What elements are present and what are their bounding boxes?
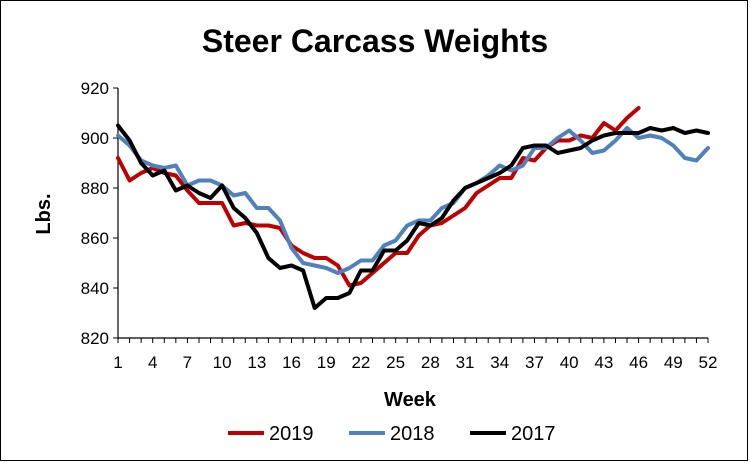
legend-label-2017: 2017	[511, 423, 556, 445]
x-tick-label: 25	[386, 353, 405, 372]
x-tick-label: 31	[456, 353, 475, 372]
legend-label-2018: 2018	[390, 423, 435, 445]
x-tick-label: 22	[351, 353, 370, 372]
x-tick-label: 28	[421, 353, 440, 372]
y-tick-label: 840	[81, 279, 109, 298]
chart-title: Steer Carcass Weights	[202, 23, 548, 59]
y-tick-label: 920	[81, 79, 109, 98]
axes: 820 840 860 880 900 920 1 4 7 10 13 16 19 22 25 28 31 34 3…	[81, 79, 718, 372]
x-tick-label: 13	[247, 353, 266, 372]
legend-label-2019: 2019	[269, 423, 314, 445]
x-tick-label: 52	[699, 353, 718, 372]
x-tick-label: 4	[148, 353, 157, 372]
x-tick-label: 7	[183, 353, 192, 372]
x-tick-label: 16	[282, 353, 301, 372]
x-tick-label: 1	[113, 353, 122, 372]
x-tick-label: 19	[317, 353, 336, 372]
x-tick-label: 34	[490, 353, 509, 372]
y-axis-label: Lbs.	[33, 193, 55, 234]
series-line-2018	[116, 126, 710, 275]
y-tick-label: 900	[81, 129, 109, 148]
series-layer	[116, 106, 710, 310]
x-tick-label: 37	[525, 353, 544, 372]
legend: 2019 2018 2017	[228, 423, 556, 445]
x-axis-label: Week	[384, 389, 437, 411]
x-tick-label: 10	[213, 353, 232, 372]
x-tick-label: 40	[560, 353, 579, 372]
series-line-2017	[116, 123, 710, 310]
x-tick-label: 49	[664, 353, 683, 372]
y-tick-label: 820	[81, 329, 109, 348]
x-tick-label: 46	[629, 353, 648, 372]
y-tick-label: 860	[81, 229, 109, 248]
x-tick-label: 43	[594, 353, 613, 372]
y-tick-label: 880	[81, 179, 109, 198]
